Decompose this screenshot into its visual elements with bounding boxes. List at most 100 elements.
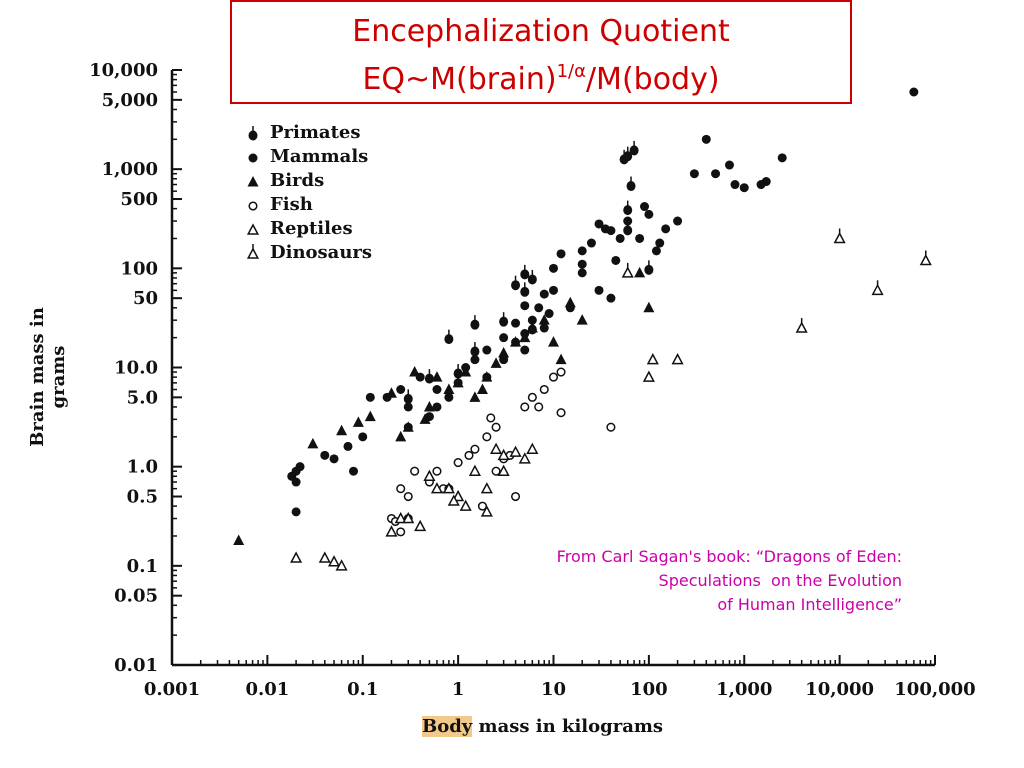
x-tick-label: 10 — [541, 679, 566, 700]
reptile-point — [468, 464, 481, 476]
fish-point — [527, 392, 537, 402]
primate-point — [520, 264, 530, 280]
mammal-point — [365, 392, 375, 402]
formula-exponent: 1/α — [556, 61, 586, 82]
primate-point — [644, 260, 654, 275]
fish-point — [486, 413, 496, 423]
source-caption: From Carl Sagan's book: “Dragons of Eden… — [432, 545, 902, 617]
primate-point — [626, 176, 636, 192]
reptile-point — [414, 519, 427, 532]
bird-point — [409, 366, 421, 377]
primate-point — [403, 389, 413, 404]
bird-point — [419, 413, 431, 424]
series-dinosaurs — [621, 228, 932, 333]
dinosaur-point — [833, 228, 846, 244]
mammal-point — [673, 216, 683, 226]
primate-point — [470, 342, 480, 357]
bird-point — [634, 266, 646, 278]
reptile-point — [459, 499, 472, 511]
series-birds — [233, 266, 655, 546]
slide-formula: EQ~M(brain)1/α/M(body) — [232, 54, 850, 98]
primate-point — [629, 140, 639, 156]
primate-point — [623, 200, 633, 216]
fish-point — [539, 384, 549, 395]
bird-point — [352, 416, 364, 427]
fish-point — [491, 466, 501, 476]
fish-point — [606, 422, 616, 432]
fish-point — [464, 450, 474, 460]
fish-icon — [248, 201, 258, 211]
x-axis-label-rest: mass in kilograms — [472, 716, 664, 737]
reptile-point — [642, 370, 655, 382]
series-mammals — [287, 87, 919, 517]
mammal-point — [358, 432, 368, 442]
mammal-point — [635, 233, 645, 243]
legend-label: Fish — [270, 193, 313, 215]
mammal-point — [606, 293, 616, 303]
dinosaur-point — [919, 250, 932, 266]
y-tick-label: 500 — [120, 189, 158, 210]
legend-label: Mammals — [270, 145, 369, 167]
primate-point — [619, 149, 629, 165]
primate-point — [527, 269, 537, 285]
mammal-point — [539, 323, 549, 333]
y-tick-label: 10.0 — [114, 358, 158, 379]
bird-point — [402, 421, 414, 432]
mammal-point — [701, 134, 711, 144]
mammal-point — [577, 259, 587, 269]
primate-point — [444, 329, 454, 345]
mammal-point — [444, 392, 454, 402]
bird-point — [233, 534, 245, 546]
x-tick-label: 1,000 — [716, 679, 772, 700]
y-tick-label: 0.01 — [114, 655, 158, 676]
mammal-point — [403, 402, 413, 412]
bird-point — [490, 357, 502, 368]
legend-item-reptiles: Reptiles — [244, 216, 372, 240]
marks — [233, 87, 932, 571]
mammal-point — [577, 246, 587, 256]
mammal-point — [730, 180, 740, 190]
bird-point — [443, 383, 455, 394]
reptile-point — [290, 551, 303, 563]
mammal-point — [520, 301, 530, 311]
mammal-point — [661, 224, 671, 234]
reptile-point — [318, 551, 331, 563]
mammal-point — [615, 233, 625, 243]
mammal-point — [623, 216, 633, 226]
bird-point — [564, 296, 576, 308]
mammal-point — [295, 462, 305, 472]
bird-point — [519, 331, 531, 343]
reptile-point — [447, 494, 460, 506]
mammal-point — [534, 303, 544, 313]
series-reptiles — [290, 353, 684, 571]
bird-point — [555, 353, 567, 365]
primate-point — [453, 364, 463, 379]
y-tick-label: 5,000 — [102, 90, 158, 111]
bird-point — [395, 430, 407, 442]
fish-point — [396, 527, 406, 537]
reptile-point — [480, 505, 493, 517]
x-tick-label: 0.001 — [144, 679, 200, 700]
legend-item-birds: Birds — [244, 168, 372, 192]
mammal-point — [432, 385, 442, 394]
fish-point — [470, 444, 480, 454]
dinosaur-point — [795, 318, 808, 333]
mammal-icon — [248, 153, 258, 163]
bird-point — [576, 314, 588, 325]
reptile-point — [497, 464, 510, 476]
bird-point — [385, 387, 397, 398]
reptile-point — [509, 445, 522, 457]
y-tick-label: 50 — [133, 288, 158, 309]
x-tick-label: 0.1 — [347, 679, 378, 700]
y-tick-label: 0.5 — [127, 487, 158, 508]
reptile-point — [335, 559, 348, 571]
mammal-point — [343, 441, 353, 451]
mammal-point — [320, 450, 330, 460]
caption-line-3: of Human Intelligence” — [717, 595, 902, 614]
y-axis-label: Brain mass in grams — [27, 307, 69, 447]
reptile-point — [497, 448, 510, 461]
ticks: 0.001 0.01 0.1 1 10 100 1,000 10,000 100,000 0.01… — [89, 60, 976, 700]
caption-line-2: Speculations on the Evolution — [658, 571, 902, 590]
x-axis-label: Body mass in kilograms — [422, 716, 663, 737]
